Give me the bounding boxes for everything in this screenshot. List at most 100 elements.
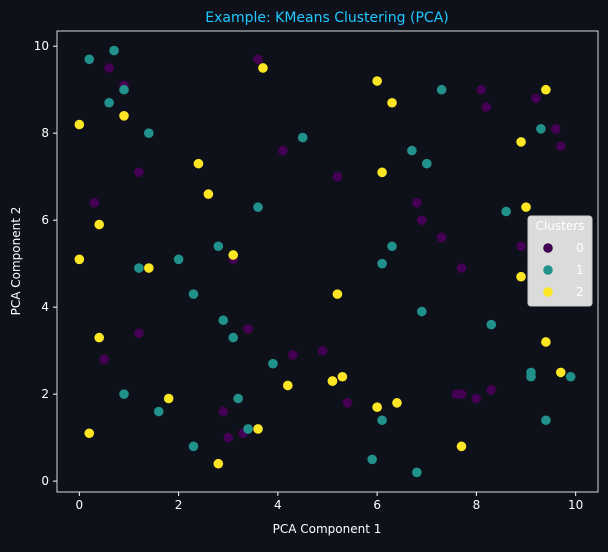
cluster-2-point — [163, 393, 174, 404]
legend-label-0: 0 — [576, 241, 584, 255]
cluster-1-point — [173, 254, 184, 265]
cluster-2-point — [387, 97, 397, 108]
cluster-1-point — [367, 454, 377, 465]
y-tick-label: 0 — [41, 474, 49, 488]
cluster-2-point — [372, 76, 382, 86]
cluster-1-point — [501, 206, 511, 217]
cluster-2-point — [144, 263, 154, 273]
cluster-1-point — [486, 319, 497, 330]
legend-marker-1 — [543, 265, 553, 275]
cluster-2-point — [94, 332, 104, 343]
cluster-2-point — [377, 167, 387, 178]
y-tick-label: 6 — [41, 213, 49, 227]
cluster-0-point — [104, 63, 114, 73]
cluster-0-point — [89, 197, 100, 208]
cluster-2-point — [258, 63, 268, 73]
cluster-2-point — [282, 380, 293, 391]
cluster-0-point — [134, 328, 144, 339]
cluster-1-point — [253, 202, 263, 212]
cluster-1-point — [109, 45, 119, 56]
cluster-0-point — [417, 215, 427, 225]
cluster-1-point — [377, 258, 387, 269]
cluster-0-point — [218, 406, 229, 417]
y-tick-label: 2 — [41, 387, 49, 401]
cluster-1-point — [526, 371, 536, 382]
cluster-0-point — [243, 324, 253, 334]
cluster-0-point — [456, 263, 467, 273]
y-tick-label: 4 — [41, 300, 49, 314]
cluster-0-point — [516, 241, 526, 252]
cluster-0-point — [555, 141, 566, 152]
cluster-2-point — [253, 424, 263, 434]
cluster-0-point — [342, 398, 353, 408]
cluster-1-point — [134, 263, 144, 273]
cluster-2-point — [94, 219, 104, 230]
cluster-2-point — [228, 250, 238, 260]
cluster-2-point — [337, 371, 348, 382]
cluster-0-point — [332, 171, 343, 182]
legend-entries: 0 1 2 — [543, 241, 584, 299]
cluster-2-point — [555, 367, 566, 378]
legend-label-2: 2 — [576, 285, 584, 299]
legend-marker-0 — [543, 243, 553, 253]
cluster-2-point — [516, 137, 526, 147]
cluster-2-point — [193, 158, 204, 169]
legend-marker-2 — [543, 287, 553, 297]
x-axis-label: PCA Component 1 — [273, 522, 382, 536]
cluster-1-point — [536, 124, 546, 134]
y-axis-ticks: 0 2 4 6 8 10 — [34, 39, 57, 488]
chart-title: Example: KMeans Clustering (PCA) — [205, 10, 448, 26]
cluster-1-point — [243, 424, 253, 434]
cluster-1-point — [377, 415, 387, 426]
y-tick-label: 8 — [41, 126, 49, 140]
cluster-1-point — [153, 406, 164, 417]
legend-title: Clusters — [536, 219, 585, 233]
cluster-2-point — [516, 271, 526, 282]
legend-box — [527, 215, 593, 307]
cluster-0-point — [223, 432, 234, 443]
cluster-1-point — [297, 132, 308, 143]
cluster-1-point — [436, 84, 447, 95]
cluster-1-point — [387, 241, 397, 252]
cluster-1-point — [417, 306, 427, 317]
cluster-2-point — [372, 402, 382, 412]
cluster-0-point — [278, 145, 288, 156]
x-tick-label: 6 — [373, 498, 381, 512]
cluster-0-point — [287, 350, 298, 360]
cluster-1-point — [218, 315, 229, 326]
cluster-1-point — [188, 289, 199, 299]
cluster-2-point — [203, 189, 214, 199]
cluster-2-point — [213, 458, 224, 469]
cluster-1-point — [119, 389, 129, 399]
cluster-0-point — [471, 393, 482, 404]
cluster-0-point — [99, 354, 109, 365]
cluster-0-point — [551, 124, 561, 134]
scatter-points — [74, 45, 576, 478]
cluster-2-point — [541, 84, 551, 95]
cluster-1-point — [565, 371, 576, 382]
y-axis-label: PCA Component 2 — [9, 207, 23, 316]
cluster-1-point — [84, 54, 95, 65]
cluster-0-point — [253, 54, 263, 65]
cluster-0-point — [481, 102, 492, 112]
cluster-0-point — [436, 232, 447, 243]
x-tick-label: 4 — [274, 498, 282, 512]
cluster-1-point — [268, 358, 278, 369]
x-tick-label: 10 — [568, 498, 583, 512]
y-tick-label: 10 — [34, 39, 49, 53]
cluster-1-point — [144, 128, 154, 139]
cluster-1-point — [213, 241, 224, 252]
cluster-2-point — [392, 398, 402, 408]
cluster-1-point — [412, 467, 422, 478]
cluster-2-point — [456, 441, 467, 452]
cluster-1-point — [233, 393, 243, 404]
cluster-1-point — [541, 415, 551, 426]
cluster-2-point — [84, 428, 95, 439]
cluster-1-point — [421, 158, 432, 169]
cluster-1-point — [188, 441, 199, 452]
cluster-2-point — [74, 119, 85, 130]
x-tick-label: 8 — [473, 498, 481, 512]
cluster-2-point — [541, 337, 551, 347]
